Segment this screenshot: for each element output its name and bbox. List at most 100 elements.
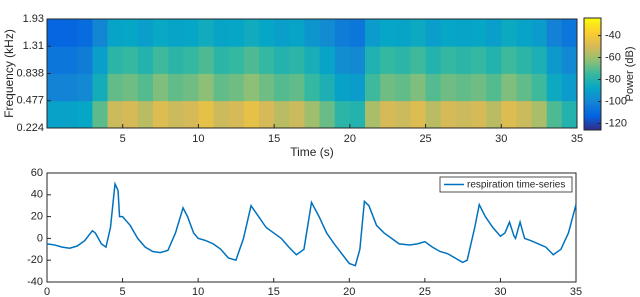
plot-frame xyxy=(46,172,577,283)
spectrogram-cell xyxy=(486,73,502,102)
data-line xyxy=(46,181,577,267)
spectrogram-cell xyxy=(486,19,502,47)
spectrogram-cell xyxy=(486,100,502,129)
spectrogram-cell xyxy=(183,19,199,47)
spectrogram-cell xyxy=(546,73,563,102)
colorbar-tick-label: -60 xyxy=(605,51,621,63)
spectrogram-cell xyxy=(395,73,411,102)
spectrogram-cell xyxy=(168,19,184,47)
y-tick-label: 1.31 xyxy=(23,40,44,52)
spectrogram-cell xyxy=(349,46,366,74)
spectrogram-cell xyxy=(92,73,108,102)
spectrogram-cell xyxy=(365,19,381,47)
x-tick-label: 10 xyxy=(192,286,204,297)
spectrogram-cell xyxy=(153,46,169,74)
y-tick-label: 20 xyxy=(31,211,43,223)
spectrogram-cell xyxy=(334,19,351,47)
spectrogram-cell xyxy=(153,73,169,102)
spectrogram-cell xyxy=(304,19,320,47)
spectrogram-cell xyxy=(77,46,93,74)
spectrogram-cell xyxy=(47,46,63,74)
spectrogram-cell xyxy=(334,46,351,74)
spectrogram-cell xyxy=(334,73,351,102)
spectrogram-cell xyxy=(486,46,502,74)
spectrogram-cell xyxy=(531,100,548,129)
spectrogram-cell xyxy=(425,73,442,102)
spectrogram-cell xyxy=(319,46,336,74)
spectrogram-cell xyxy=(92,19,108,47)
y-tick-label: 1.93 xyxy=(23,13,44,25)
spectrogram-cell xyxy=(410,73,426,102)
spectrogram-cell xyxy=(198,46,214,74)
spectrogram-cell xyxy=(213,19,230,47)
spectrogram-cell xyxy=(516,46,532,74)
spectrogram-cell xyxy=(319,100,336,129)
y-tick-label: 0.224 xyxy=(16,122,44,134)
spectrogram-cell xyxy=(183,73,199,102)
spectrogram-cell xyxy=(455,46,472,74)
spectrogram-cell xyxy=(425,100,442,129)
spectrogram-cell xyxy=(501,73,517,102)
spectrogram-cell xyxy=(137,46,154,74)
y-tick-label: 0 xyxy=(37,232,43,244)
spectrogram-cell xyxy=(546,100,563,129)
spectrogram-cell xyxy=(62,46,78,74)
spectrogram-cell xyxy=(47,19,63,47)
spectrogram-cell xyxy=(47,100,63,129)
spectrogram-cell xyxy=(365,46,381,74)
spectrogram-cell xyxy=(471,73,487,102)
spectrogram-cell xyxy=(213,73,230,102)
y-tick-label: 60 xyxy=(31,167,43,179)
y-tick-label: 40 xyxy=(31,189,43,201)
spectrogram-cell xyxy=(92,100,108,129)
spectrogram-cell xyxy=(274,46,290,74)
legend-box xyxy=(439,176,573,193)
spectrogram-cell xyxy=(319,19,336,47)
spectrogram-cell xyxy=(62,73,78,102)
spectrogram-cell xyxy=(62,19,78,47)
x-tick-label: 20 xyxy=(343,286,355,297)
spectrogram-cell xyxy=(440,73,457,102)
x-tick-label: 35 xyxy=(570,286,582,297)
spectrogram-cell xyxy=(228,19,245,47)
spectrogram-cell xyxy=(243,73,260,102)
spectrogram-cell xyxy=(349,100,366,129)
x-tick-label: 10 xyxy=(192,133,204,145)
y-tick-label: 0.477 xyxy=(16,95,44,107)
spectrogram-cell xyxy=(561,19,578,47)
spectrogram-cell xyxy=(546,46,563,74)
spectrogram-cell xyxy=(77,100,93,129)
spectrogram-cell xyxy=(440,19,457,47)
spectrogram-cell xyxy=(380,46,396,74)
spectrogram-cell xyxy=(471,46,487,74)
spectrogram-cell xyxy=(561,73,578,102)
spectrogram-cell xyxy=(259,73,275,102)
spectrogram-cell xyxy=(440,100,457,129)
spectrogram-cell xyxy=(213,100,230,129)
spectrogram-cell xyxy=(395,100,411,129)
colorbar-tick-label: -40 xyxy=(605,29,621,41)
spectrogram-cell xyxy=(107,73,124,102)
spectrogram-cell xyxy=(243,46,260,74)
y-tick-label: 0.838 xyxy=(16,67,44,79)
colorbar-label: Power (dB) xyxy=(624,46,636,101)
spectrogram-cell xyxy=(410,46,426,74)
spectrogram-cell xyxy=(425,46,442,74)
x-tick-label: 30 xyxy=(494,286,506,297)
spectrogram-cell xyxy=(304,46,320,74)
spectrogram-cell xyxy=(395,19,411,47)
spectrogram-cell xyxy=(243,100,260,129)
spectrogram-cell xyxy=(501,19,517,47)
spectrogram-cell xyxy=(107,19,124,47)
spectrogram-cell xyxy=(471,19,487,47)
spectrogram-cell xyxy=(228,100,245,129)
x-tick-label: 25 xyxy=(419,286,431,297)
spectrogram-cell xyxy=(304,100,320,129)
legend-label: respiration time-series xyxy=(467,180,565,191)
x-tick-label: 15 xyxy=(268,286,280,297)
spectrogram-cell xyxy=(122,19,139,47)
spectrogram-cell xyxy=(334,100,351,129)
spectrogram-cell xyxy=(243,19,260,47)
spectrogram-cell xyxy=(137,73,154,102)
